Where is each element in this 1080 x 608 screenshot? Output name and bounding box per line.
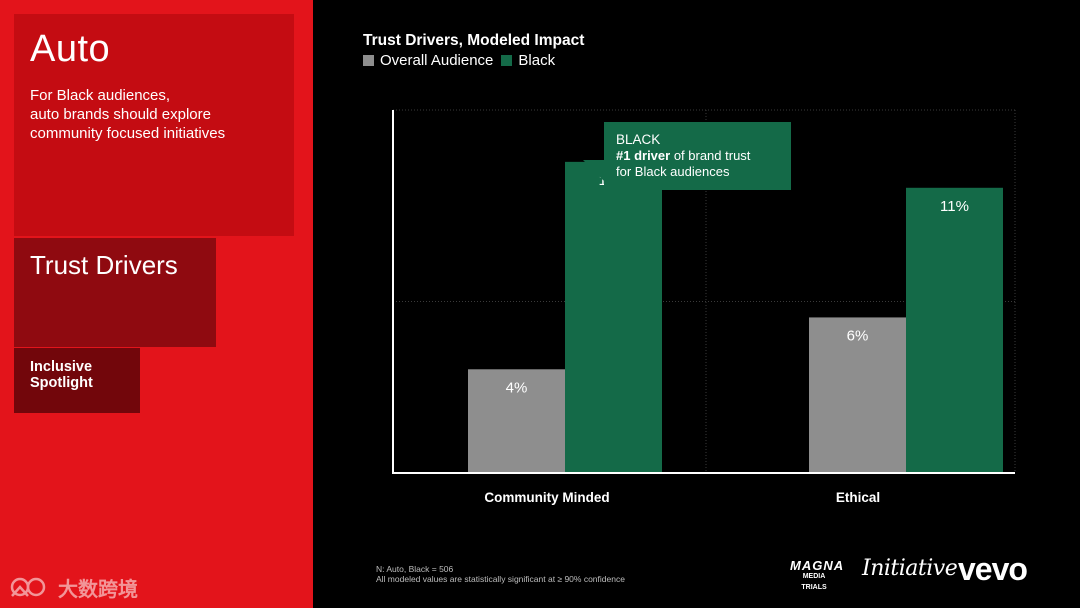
x-tick-label: Community Minded: [484, 490, 609, 505]
callout-emphasis: #1 driver: [616, 148, 671, 163]
legend-label-black: Black: [518, 52, 556, 69]
vevo-logo: vevo: [958, 551, 1028, 587]
magna-logo-wordmark: MAGNA: [790, 558, 845, 573]
description-line: community focused initiatives: [30, 125, 226, 142]
chart-title: Trust Drivers, Modeled Impact: [363, 32, 585, 49]
spotlight-line: Spotlight: [30, 375, 93, 391]
description-line: auto brands should explore: [30, 106, 211, 123]
footnote-significance: All modeled values are statistically sig…: [376, 574, 625, 584]
bar-value-label: 6%: [847, 327, 869, 344]
bar-value-label: 11%: [940, 198, 969, 215]
watermark-logo-icon: [10, 577, 46, 597]
inclusive-spotlight-section: Inclusive Spotlight: [14, 348, 140, 413]
magna-logo-subtitle: MEDIA TRIALS: [801, 573, 827, 591]
legend-swatch-black: [501, 55, 513, 66]
auto-section: Auto For Black audiences, auto brands sh…: [14, 14, 294, 236]
inclusive-spotlight-title: Inclusive Spotlight: [30, 359, 130, 391]
bar-overall-audience-community-minded: [468, 369, 565, 473]
callout-line: #1 driver of brand trust: [616, 148, 779, 164]
callout-line: for Black audiences: [616, 164, 730, 179]
callout-heading: BLACK: [616, 132, 661, 147]
legend-item-black: Black: [501, 52, 555, 69]
x-tick-label: Ethical: [836, 490, 880, 505]
watermark: 大数跨境: [8, 572, 138, 602]
chart-legend: Overall Audience Black: [363, 52, 563, 69]
section-title: Auto: [30, 28, 111, 70]
description-line: For Black audiences,: [30, 87, 171, 104]
callout-pointer: [583, 160, 605, 182]
footnote-sample: N: Auto, Black = 506: [376, 564, 454, 574]
magna-logo: MAGNA MEDIA TRIALS: [790, 558, 845, 593]
callout-text: of brand trust: [670, 148, 751, 163]
insight-callout: BLACK #1 driver of brand trust for Black…: [604, 122, 791, 190]
watermark-text: 大数跨境: [58, 578, 138, 601]
footnote: N: Auto, Black = 506 All modeled values …: [376, 564, 625, 584]
initiative-logo: Initiative: [862, 556, 958, 581]
left-panel: Auto For Black audiences, auto brands sh…: [0, 0, 313, 608]
legend-label-overall: Overall Audience: [380, 52, 494, 69]
bar-black-ethical: [906, 187, 1003, 474]
trust-drivers-section: Trust Drivers: [14, 238, 216, 347]
bar-black-community-minded: [565, 161, 662, 473]
legend-swatch-overall: [363, 55, 374, 66]
section-description: For Black audiences, auto brands should …: [30, 86, 280, 143]
legend-item-overall: Overall Audience: [363, 52, 493, 69]
bar-value-label: 4%: [506, 379, 528, 396]
bar-overall-audience-ethical: [809, 317, 906, 473]
trust-drivers-title: Trust Drivers: [30, 250, 178, 280]
spotlight-line: Inclusive: [30, 359, 93, 375]
